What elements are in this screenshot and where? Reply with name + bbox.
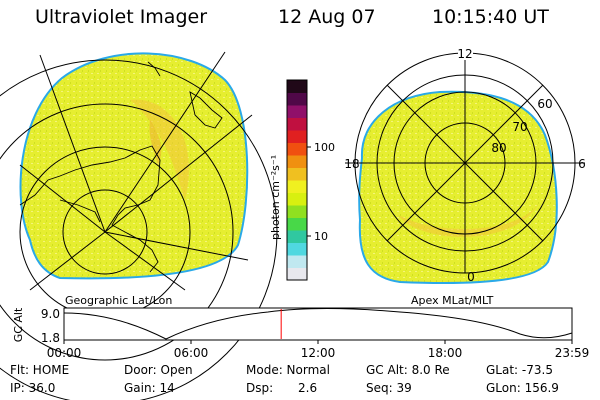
colorbar-band	[287, 130, 307, 143]
tick-label-0000: 00:00	[47, 346, 82, 360]
mode-status: Mode: Normal	[246, 363, 330, 377]
magnetic-grid	[345, 52, 585, 274]
colorbar	[287, 80, 307, 281]
glon-status: GLon: 156.9	[486, 381, 559, 395]
colorbar-tick-100: 100	[314, 141, 335, 154]
colorbar-band	[287, 155, 307, 168]
tick-label-2359: 23:59	[555, 346, 590, 360]
magnetic-caption: Apex MLat/MLT	[411, 294, 494, 307]
colorbar-band	[287, 105, 307, 118]
timeline-ymax: 9.0	[41, 307, 60, 321]
mlt-label-6: 6	[578, 157, 586, 171]
tick-label-0600: 06:00	[174, 346, 209, 360]
timeline-frame	[63, 307, 573, 341]
colorbar-band	[287, 205, 307, 218]
tick-label-1200: 12:00	[301, 346, 336, 360]
colorbar-band	[287, 167, 307, 181]
orbit-altitude-curve	[63, 308, 573, 340]
colorbar-band	[287, 180, 307, 193]
colorbar-frame	[286, 79, 308, 281]
geographic-caption: Geographic Lat/Lon	[65, 294, 173, 307]
colorbar-band	[287, 92, 307, 106]
door-status: Door: Open	[124, 363, 193, 377]
tick-label-1800: 18:00	[428, 346, 463, 360]
flight-status: Flt: HOME	[10, 363, 70, 377]
timeline-tick-labels: 00:00 06:00 12:00 18:00 23:59	[47, 346, 590, 360]
instrument-title: Ultraviolet Imager	[35, 6, 208, 28]
colorbar-band	[287, 217, 307, 231]
colorbar-band	[287, 242, 307, 256]
mlt-label-0: 0	[467, 270, 475, 284]
dsp-value: 2.6	[298, 381, 318, 395]
geographic-image	[19, 52, 249, 280]
sequence-status: Seq: 39	[366, 381, 412, 395]
mlat-label-70: 70	[512, 120, 527, 134]
date-label: 12 Aug 07	[278, 6, 376, 28]
colorbar-band	[287, 117, 307, 131]
mlat-label-80: 80	[491, 141, 506, 155]
timeline-ylabel: GC Alt	[12, 307, 25, 342]
colorbar-band	[287, 192, 307, 206]
magnetic-image	[358, 90, 558, 284]
colorbar-unit-label: photon cm⁻²s⁻¹	[269, 155, 282, 240]
mlt-label-18: 18	[344, 157, 359, 171]
mlt-label-12: 12	[457, 47, 472, 61]
mlat-labels: 60 70 80	[491, 97, 552, 155]
glat-status: GLat: -73.5	[486, 363, 553, 377]
colorbar-band	[287, 80, 307, 93]
mlat-label-60: 60	[537, 97, 552, 111]
mlt-labels: 12 18 6 0	[344, 47, 585, 284]
colorbar-band	[287, 142, 307, 156]
gc-altitude-status: GC Alt: 8.0 Re	[366, 363, 450, 377]
colorbar-band	[287, 267, 307, 281]
coastline	[19, 61, 223, 273]
colorbar-band	[287, 230, 307, 243]
timeline-ticks	[63, 340, 573, 344]
dsp-label: Dsp:	[246, 381, 274, 395]
timeline-ymin: 1.8	[41, 331, 60, 345]
time-label: 10:15:40 UT	[432, 6, 549, 28]
colorbar-ticks	[307, 146, 311, 237]
colorbar-band	[287, 255, 307, 268]
geographic-grid	[0, 51, 278, 400]
colorbar-tick-10: 10	[314, 230, 328, 243]
gain-status: Gain: 14	[124, 381, 175, 395]
ip-status: IP: 36.0	[10, 381, 56, 395]
